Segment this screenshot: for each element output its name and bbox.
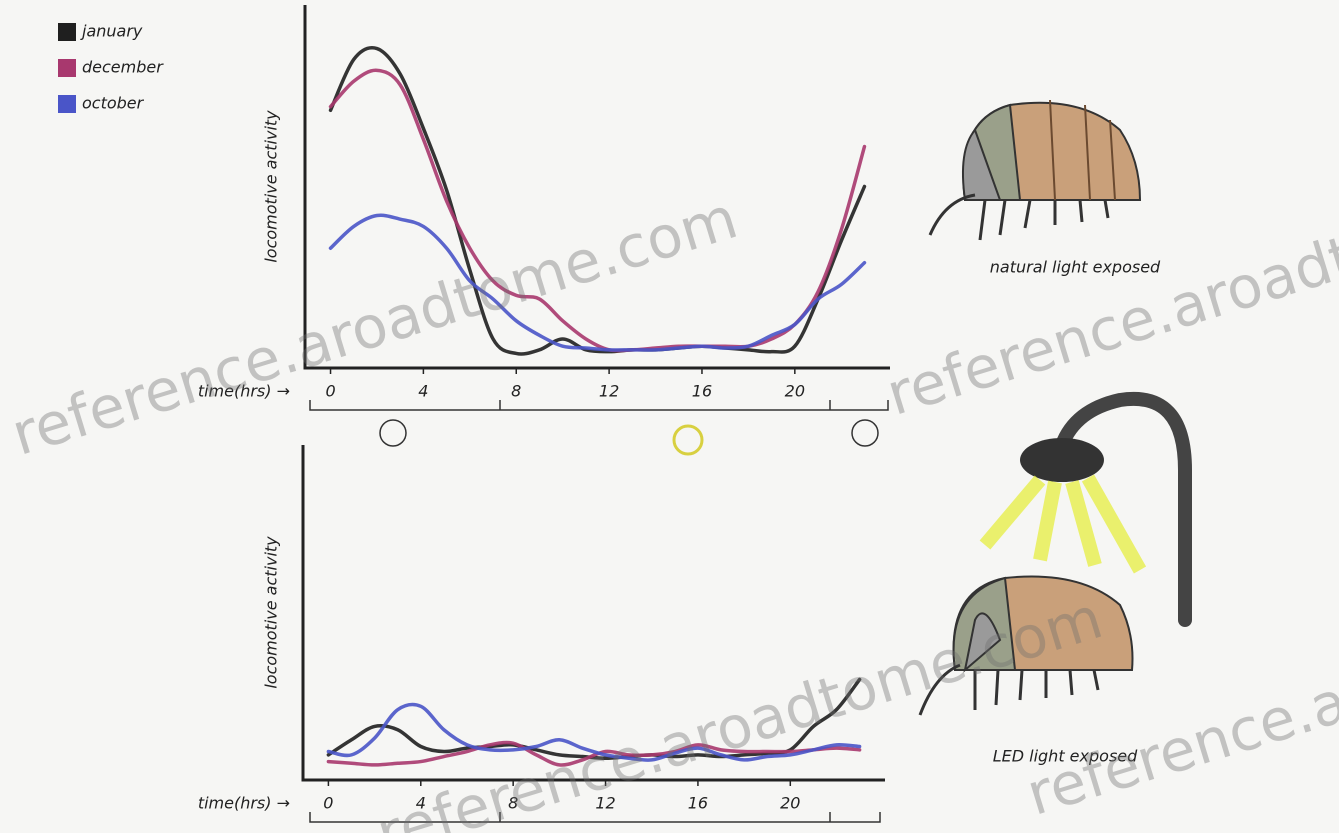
y-axis-label: locomotive activity [262,110,281,263]
legend-swatch [58,59,76,77]
legend-label: january [80,22,143,41]
x-tick-label: 0 [323,794,333,813]
legend-swatch [58,23,76,41]
x-tick-label: 8 [511,382,521,401]
x-tick-label: 16 [692,382,712,401]
caption: natural light exposed [990,258,1161,277]
x-tick-label: 16 [688,794,708,813]
figure: natural light exposed LED light exposed … [0,0,1339,833]
watermark: reference.aroadtome.com [4,183,745,468]
legend-swatch [58,95,76,113]
page: {"chart_data": [ {"type": "line", "x_lab… [0,0,1339,833]
x-tick-label: 20 [780,794,800,813]
x-tick-label: 4 [418,382,428,401]
y-axis-label: locomotive activity [262,536,281,689]
x-axis-label: time(hrs) → [198,794,290,813]
legend-label: december [82,58,164,77]
x-tick-label: 12 [599,382,619,401]
legend-label: october [82,94,145,113]
watermark: reference.aroadtome.com [369,583,1110,833]
x-tick-label: 20 [785,382,805,401]
woodlouse-natural [930,100,1140,240]
x-tick-label: 0 [325,382,335,401]
